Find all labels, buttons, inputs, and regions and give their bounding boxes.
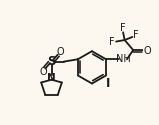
Text: S: S	[47, 55, 56, 68]
Text: O: O	[39, 67, 47, 77]
Text: O: O	[56, 47, 64, 57]
Text: F: F	[133, 30, 138, 40]
Text: N: N	[47, 73, 56, 83]
Text: I: I	[106, 77, 111, 90]
Text: NH: NH	[116, 54, 131, 64]
Text: F: F	[120, 24, 126, 34]
Text: F: F	[109, 37, 115, 47]
Text: O: O	[143, 46, 151, 56]
